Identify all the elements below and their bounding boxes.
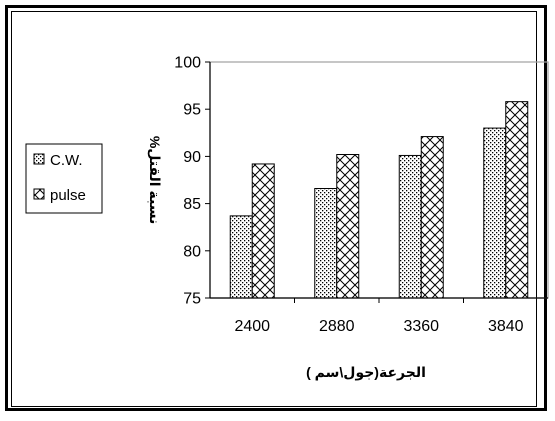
legend-swatch-cw <box>33 153 45 165</box>
bar-pulse-3840 <box>505 101 529 299</box>
y-tick-label: 75 <box>183 291 201 308</box>
y-tick-label: 85 <box>183 196 201 213</box>
y-axis-label: نسبة القتل% <box>147 136 163 224</box>
bar-cw-2880 <box>314 187 338 299</box>
x-tick-label: 3360 <box>403 318 439 335</box>
legend-label-pulse: pulse <box>50 187 86 204</box>
legend-swatch-pulse <box>33 188 45 200</box>
y-tick-label: 90 <box>183 149 201 166</box>
x-axis-label: الجرعة(جول\سم ) <box>306 364 426 381</box>
bar-pulse-3360 <box>420 136 444 299</box>
y-tick-label: 80 <box>183 243 201 260</box>
legend-label-cw: C.W. <box>50 152 83 169</box>
bar-pulse-2400 <box>251 163 275 299</box>
bar-pulse-2880 <box>336 154 360 299</box>
x-tick-label: 3840 <box>488 318 524 335</box>
bar-cw-3840 <box>483 127 507 299</box>
legend: C.W. pulse <box>25 143 103 214</box>
y-tick-label: 95 <box>183 102 201 119</box>
x-tick-label: 2400 <box>234 318 270 335</box>
bar-cw-3360 <box>398 154 422 299</box>
bar-cw-2400 <box>229 215 253 299</box>
x-tick-label: 2880 <box>319 318 355 335</box>
y-tick-label: 100 <box>174 55 201 72</box>
